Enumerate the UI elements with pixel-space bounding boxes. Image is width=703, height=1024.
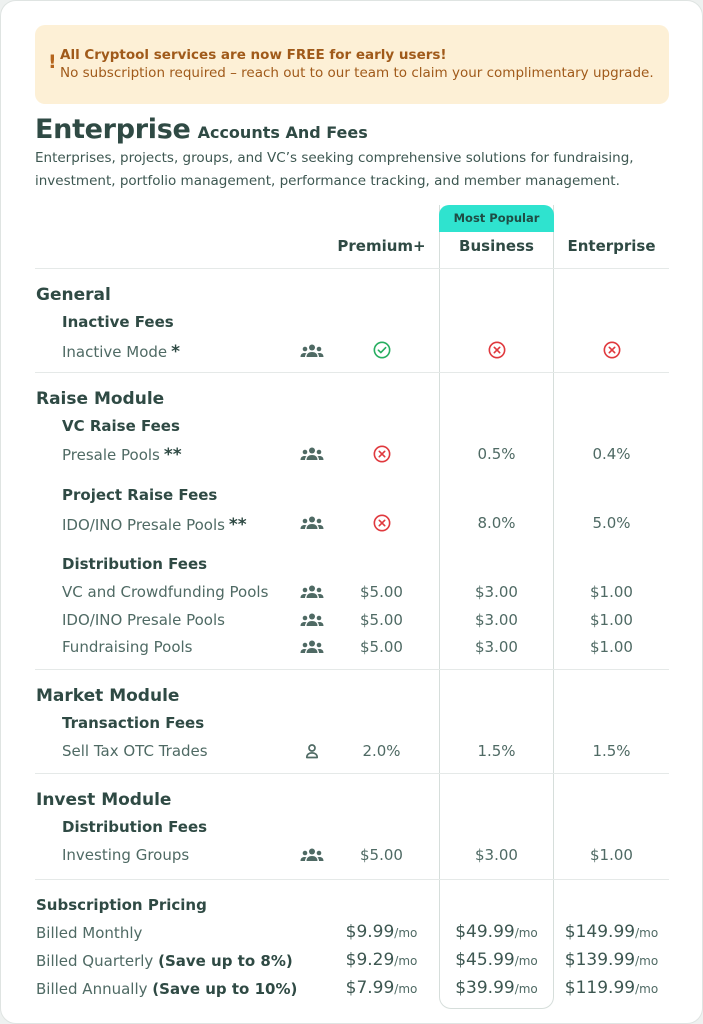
- page-description: Enterprises, projects, groups, and VC’s …: [35, 150, 634, 189]
- x-circle-icon: [488, 341, 505, 358]
- price-monthly-enterprise: $149.99/mo: [564, 922, 659, 942]
- promo-banner: ! All Cryptool services are now FREE for…: [35, 25, 669, 104]
- fee-value: $5.00: [360, 846, 403, 864]
- row-label-inactive-mode: Inactive Mode *: [62, 342, 181, 362]
- banner-title: All Cryptool services are now FREE for e…: [60, 47, 447, 63]
- subtitle-transaction-fees: Transaction Fees: [62, 714, 205, 732]
- price-label-annually: Billed Annually (Save up to 10%): [36, 980, 298, 998]
- save-note: (Save up to 8%): [158, 952, 293, 970]
- fee-value: 0.5%: [477, 445, 516, 463]
- fee-value: $1.00: [590, 846, 633, 864]
- subtitle-invest-distribution-fees: Distribution Fees: [62, 818, 208, 836]
- subtitle-vc-raise-fees: VC Raise Fees: [62, 417, 180, 435]
- group-icon: [300, 640, 324, 653]
- footnote-mark: **: [228, 515, 247, 535]
- subtitle-inactive-fees: Inactive Fees: [62, 313, 174, 331]
- section-title-general: General: [36, 285, 111, 305]
- included-cell: [324, 340, 439, 359]
- footnote-mark: *: [171, 342, 181, 362]
- fee-value: $5.00: [360, 638, 403, 656]
- fee-value: $1.00: [590, 611, 633, 629]
- fee-value: $5.00: [360, 611, 403, 629]
- x-circle-icon: [603, 341, 620, 358]
- group-icon: [300, 516, 324, 529]
- row-label-ido-presale-pools: IDO/INO Presale Pools **: [62, 515, 247, 535]
- subtitle-project-raise-fees: Project Raise Fees: [62, 486, 218, 504]
- page-title-main: Enterprise: [35, 114, 191, 145]
- fee-value: 1.5%: [592, 742, 631, 760]
- footnote-mark: **: [163, 445, 182, 465]
- price-annually-business: $39.99/mo: [455, 978, 538, 998]
- fee-value: $3.00: [475, 611, 518, 629]
- divider: [35, 268, 669, 269]
- fee-value: 0.4%: [592, 445, 631, 463]
- divider: [35, 879, 669, 880]
- row-label-investing-groups: Investing Groups: [62, 846, 190, 864]
- excluded-cell: [439, 340, 554, 359]
- fee-value: $5.00: [360, 583, 403, 601]
- alert-icon: !: [48, 51, 57, 73]
- divider: [35, 372, 669, 373]
- price-label-monthly: Billed Monthly: [36, 924, 143, 942]
- check-circle-icon: [373, 341, 390, 358]
- fee-value: $3.00: [475, 583, 518, 601]
- most-popular-badge: Most Popular: [439, 205, 554, 232]
- section-title-invest: Invest Module: [36, 790, 172, 810]
- save-note: (Save up to 10%): [152, 980, 298, 998]
- fee-value: 2.0%: [362, 742, 401, 760]
- x-circle-icon: [373, 514, 390, 531]
- pricing-title: Subscription Pricing: [36, 896, 207, 914]
- price-quarterly-business: $45.99/mo: [455, 950, 538, 970]
- fee-value: 8.0%: [477, 514, 516, 532]
- group-icon: [300, 613, 324, 626]
- column-header-premium: Premium+: [337, 237, 426, 255]
- row-label-fundraising-pools: Fundraising Pools: [62, 638, 193, 656]
- excluded-cell: [324, 444, 439, 463]
- row-label-presale-pools: Presale Pools **: [62, 445, 182, 465]
- column-header-enterprise: Enterprise: [567, 237, 656, 255]
- divider: [35, 773, 669, 774]
- fee-value: $1.00: [590, 583, 633, 601]
- page-title: Enterprise Accounts And Fees: [35, 114, 368, 145]
- price-monthly-business: $49.99/mo: [455, 922, 538, 942]
- subtitle-distribution-fees: Distribution Fees: [62, 555, 208, 573]
- fee-value: 5.0%: [592, 514, 631, 532]
- price-label-quarterly: Billed Quarterly (Save up to 8%): [36, 952, 293, 970]
- section-title-raise: Raise Module: [36, 389, 165, 409]
- popular-column-outline: [439, 205, 554, 1009]
- fee-value: 1.5%: [477, 742, 516, 760]
- excluded-cell: [324, 513, 439, 532]
- row-label-ido-distribution: IDO/INO Presale Pools: [62, 611, 225, 629]
- row-label-vc-crowdfunding-pools: VC and Crowdfunding Pools: [62, 583, 269, 601]
- price-quarterly-premium: $9.29/mo: [345, 950, 418, 970]
- excluded-cell: [554, 340, 669, 359]
- column-header-business: Business: [459, 237, 534, 255]
- x-circle-icon: [373, 445, 390, 462]
- fee-value: $1.00: [590, 638, 633, 656]
- price-annually-enterprise: $119.99/mo: [564, 978, 659, 998]
- page-title-sub: Accounts And Fees: [197, 123, 368, 142]
- divider: [35, 669, 669, 670]
- row-label-sell-tax: Sell Tax OTC Trades: [62, 742, 208, 760]
- price-quarterly-enterprise: $139.99/mo: [564, 950, 659, 970]
- fee-value: $3.00: [475, 638, 518, 656]
- user-icon: [305, 744, 319, 759]
- fee-value: $3.00: [475, 846, 518, 864]
- price-annually-premium: $7.99/mo: [345, 978, 418, 998]
- banner-text: No subscription required – reach out to …: [60, 65, 654, 81]
- group-icon: [300, 447, 324, 460]
- group-icon: [300, 344, 324, 357]
- price-monthly-premium: $9.99/mo: [345, 922, 418, 942]
- group-icon: [300, 585, 324, 598]
- group-icon: [300, 848, 324, 861]
- section-title-market: Market Module: [36, 686, 180, 706]
